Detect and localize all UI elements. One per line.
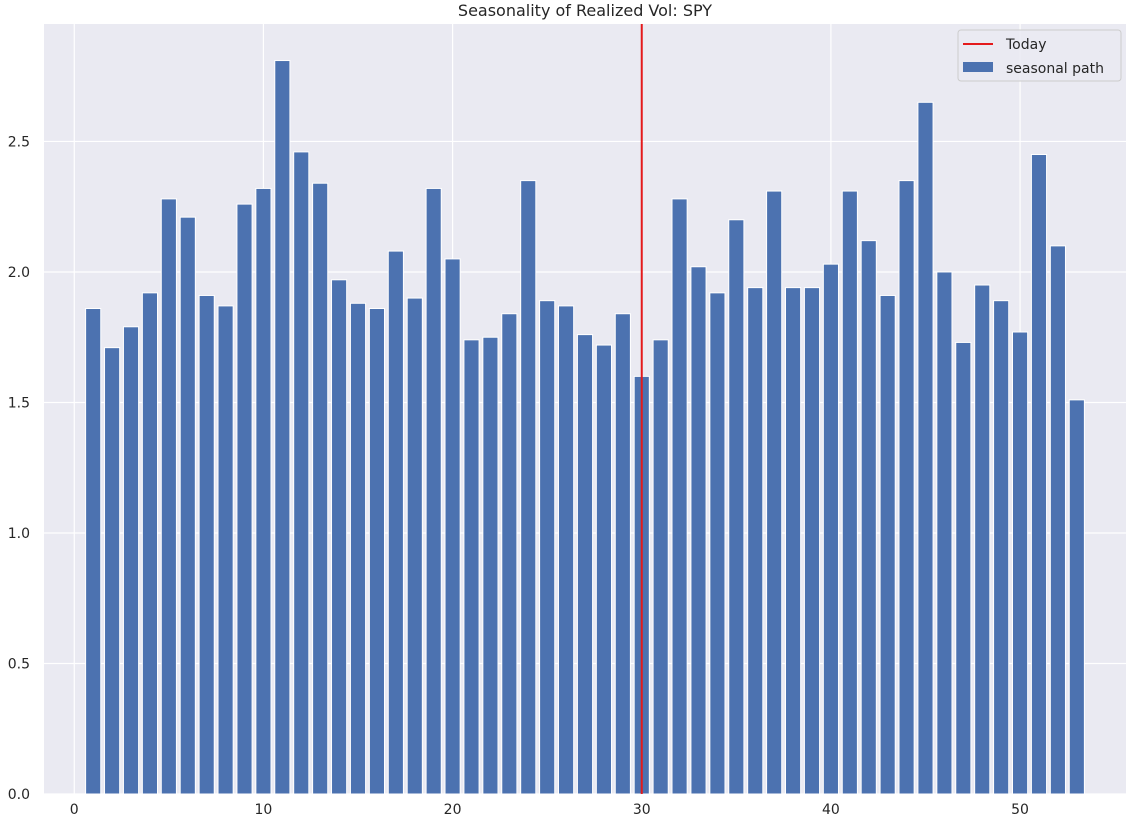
y-tick-label: 0.5 xyxy=(8,656,30,672)
bar xyxy=(955,341,972,795)
bar xyxy=(255,187,272,795)
bar xyxy=(898,180,915,795)
legend-seasonal-path-label: seasonal path xyxy=(1006,61,1104,77)
bar xyxy=(293,151,310,795)
bar xyxy=(614,313,631,795)
bar xyxy=(747,287,764,795)
bar xyxy=(425,187,442,795)
y-tick-label: 2.0 xyxy=(8,265,30,281)
bar xyxy=(595,344,612,795)
x-tick-label: 0 xyxy=(70,802,79,818)
bar xyxy=(766,190,783,795)
x-axis: 0 10 20 30 40 50 xyxy=(70,802,1029,818)
bar xyxy=(803,287,821,795)
chart-title: Seasonality of Realized Vol: SPY xyxy=(458,1,712,20)
bar xyxy=(236,203,253,795)
bar xyxy=(463,339,480,795)
legend: Today seasonal path xyxy=(957,29,1122,82)
bar xyxy=(539,300,556,795)
bar xyxy=(993,300,1010,795)
bar xyxy=(482,336,499,795)
bar xyxy=(85,308,102,795)
bar xyxy=(841,190,858,795)
bar xyxy=(690,266,707,795)
x-tick-label: 20 xyxy=(444,802,462,818)
legend-today-label: Today xyxy=(1005,37,1047,53)
bar xyxy=(104,347,121,795)
bar xyxy=(141,292,158,795)
bar xyxy=(501,313,518,795)
x-tick-label: 10 xyxy=(255,802,273,818)
bar xyxy=(974,284,991,795)
bar xyxy=(274,60,291,795)
bar xyxy=(122,326,140,795)
y-tick-label: 1.5 xyxy=(8,395,30,411)
bar xyxy=(217,305,234,795)
bar xyxy=(444,258,461,795)
bar xyxy=(652,339,669,795)
bar xyxy=(576,334,594,795)
bar xyxy=(198,294,215,795)
bar xyxy=(728,219,745,795)
y-tick-label: 1.0 xyxy=(8,526,30,542)
legend-box xyxy=(957,29,1122,82)
bar xyxy=(671,198,688,795)
y-tick-label: 2.5 xyxy=(8,134,30,150)
bar xyxy=(879,294,896,795)
bar xyxy=(520,180,537,795)
x-tick-label: 30 xyxy=(633,802,651,818)
bar xyxy=(860,240,877,795)
legend-seasonal-path-swatch xyxy=(963,62,993,72)
bar xyxy=(179,216,196,795)
bar xyxy=(406,297,423,795)
bar xyxy=(785,287,802,795)
bar xyxy=(822,263,839,795)
bar xyxy=(709,292,726,795)
bar xyxy=(917,101,934,795)
bar xyxy=(936,271,953,795)
bar xyxy=(331,279,348,795)
bar xyxy=(349,302,367,795)
bar xyxy=(1012,331,1029,795)
bar xyxy=(1068,399,1085,795)
bar xyxy=(387,250,404,795)
y-axis: 0.0 0.5 1.0 1.5 2.0 2.5 xyxy=(8,134,30,803)
bar xyxy=(558,305,575,795)
bar xyxy=(160,198,177,795)
x-tick-label: 50 xyxy=(1011,802,1029,818)
bar xyxy=(368,308,385,795)
bars xyxy=(85,60,1085,795)
y-tick-label: 0.0 xyxy=(8,787,30,803)
bar xyxy=(1030,154,1048,795)
bar xyxy=(312,182,329,795)
x-tick-label: 40 xyxy=(822,802,840,818)
bar xyxy=(1049,245,1066,795)
